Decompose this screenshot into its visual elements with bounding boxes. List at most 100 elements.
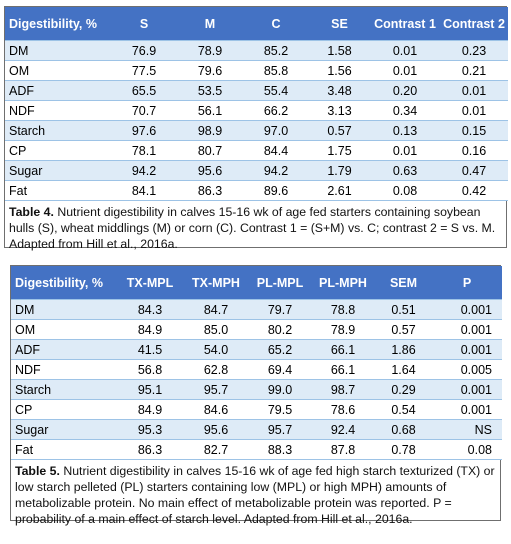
table5-row: DM 84.3 84.7 79.7 78.8 0.51 0.001 (11, 299, 502, 320)
table5-cell: 82.7 (183, 439, 249, 460)
table4-cell: 97.0 (243, 120, 309, 141)
table5-caption-label: Table 5. (15, 464, 60, 478)
table4-cell: 85.8 (243, 60, 309, 81)
table4-caption-label: Table 4. (9, 205, 54, 219)
table5-cell: 78.9 (311, 319, 375, 340)
table5-cell: 69.4 (249, 359, 311, 380)
table4-cell: 0.42 (440, 180, 508, 201)
table4-cell: 0.20 (370, 80, 440, 101)
table4-cell: 0.15 (440, 120, 508, 141)
table5-row-label: Fat (11, 439, 117, 460)
table5-cell: 66.1 (311, 339, 375, 360)
table4-cell: 0.01 (370, 40, 440, 61)
table5-cell: 1.64 (375, 359, 432, 380)
table4-cell: 65.5 (111, 80, 177, 101)
table5-cell: NS (432, 419, 502, 440)
table5-caption-text: Nutrient digestibility in calves 15-16 w… (15, 464, 495, 526)
table4-cell: 3.13 (309, 100, 370, 121)
table5-row-label: CP (11, 399, 117, 420)
table5-cell: 98.7 (311, 379, 375, 400)
table5-cell: 0.68 (375, 419, 432, 440)
table4-cell: 0.01 (370, 60, 440, 81)
table5-cell: 84.7 (183, 299, 249, 320)
table5-cell: 78.6 (311, 399, 375, 420)
table5-cell: 95.6 (183, 419, 249, 440)
table4-row-label: DM (5, 40, 111, 61)
table5-header-cell: PL-MPH (311, 266, 375, 300)
table5-cell: 78.8 (311, 299, 375, 320)
table4-header-row: Digestibility, % S M C SE Contrast 1 Con… (5, 7, 508, 41)
table5-cell: 66.1 (311, 359, 375, 380)
table5-cell: 0.78 (375, 439, 432, 460)
table5-header-cell: P (432, 266, 502, 300)
table5-cell: 80.2 (249, 319, 311, 340)
table5-cell: 99.0 (249, 379, 311, 400)
table4-cell: 0.57 (309, 120, 370, 141)
table4-row-label: CP (5, 140, 111, 161)
table4: Digestibility, % S M C SE Contrast 1 Con… (5, 7, 508, 201)
table4-cell: 0.01 (370, 140, 440, 161)
table5-row: Fat 86.3 82.7 88.3 87.8 0.78 0.08 (11, 439, 502, 460)
table4-row: CP 78.1 80.7 84.4 1.75 0.01 0.16 (5, 140, 508, 161)
table5-row-label: DM (11, 299, 117, 320)
table4-cell: 3.48 (309, 80, 370, 101)
table4-cell: 76.9 (111, 40, 177, 61)
table4-cell: 77.5 (111, 60, 177, 81)
table5-box: Digestibility, % TX-MPL TX-MPH PL-MPL PL… (10, 265, 502, 526)
table4-cell: 84.1 (111, 180, 177, 201)
table4-cell: 79.6 (177, 60, 243, 81)
table4-cell: 0.01 (440, 100, 508, 121)
table5-header-row: Digestibility, % TX-MPL TX-MPH PL-MPL PL… (11, 266, 502, 300)
table4-row: NDF 70.7 56.1 66.2 3.13 0.34 0.01 (5, 100, 508, 121)
table5-cell: 84.6 (183, 399, 249, 420)
table4-row: Starch 97.6 98.9 97.0 0.57 0.13 0.15 (5, 120, 508, 141)
table4-cell: 0.16 (440, 140, 508, 161)
table5-cell: 85.0 (183, 319, 249, 340)
table5-cell: 41.5 (117, 339, 183, 360)
table4-header-cell: Contrast 2 (440, 7, 508, 41)
table4-row: Fat 84.1 86.3 89.6 2.61 0.08 0.42 (5, 180, 508, 201)
table4-cell: 89.6 (243, 180, 309, 201)
table4-header-cell: S (111, 7, 177, 41)
table5-cell: 92.4 (311, 419, 375, 440)
table4-row-label: ADF (5, 80, 111, 101)
table4-row: Sugar 94.2 95.6 94.2 1.79 0.63 0.47 (5, 160, 508, 181)
table4-cell: 0.21 (440, 60, 508, 81)
table5-row-label: ADF (11, 339, 117, 360)
table4-row: DM 76.9 78.9 85.2 1.58 0.01 0.23 (5, 40, 508, 61)
table5-cell: 84.9 (117, 399, 183, 420)
table5-row-label: OM (11, 319, 117, 340)
table4-cell: 0.47 (440, 160, 508, 181)
table5-cell: 0.29 (375, 379, 432, 400)
table5-cell: 56.8 (117, 359, 183, 380)
table4-cell: 70.7 (111, 100, 177, 121)
table4-cell: 78.1 (111, 140, 177, 161)
table5-header-cell: Digestibility, % (11, 266, 117, 300)
table5-cell: 95.7 (249, 419, 311, 440)
table4-cell: 56.1 (177, 100, 243, 121)
table4-cell: 0.63 (370, 160, 440, 181)
table5-row: NDF 56.8 62.8 69.4 66.1 1.64 0.005 (11, 359, 502, 380)
table5-cell: 62.8 (183, 359, 249, 380)
table4-cell: 98.9 (177, 120, 243, 141)
table4-cell: 2.61 (309, 180, 370, 201)
table5-row: ADF 41.5 54.0 65.2 66.1 1.86 0.001 (11, 339, 502, 360)
table5-cell: 95.1 (117, 379, 183, 400)
table4-cell: 84.4 (243, 140, 309, 161)
table5-cell: 0.001 (432, 299, 502, 320)
table4-cell: 1.79 (309, 160, 370, 181)
table5-cell: 1.86 (375, 339, 432, 360)
table5-cell: 0.51 (375, 299, 432, 320)
table5-cell: 0.57 (375, 319, 432, 340)
table5-cell: 54.0 (183, 339, 249, 360)
table4-cell: 85.2 (243, 40, 309, 61)
table4-cell: 80.7 (177, 140, 243, 161)
table4-cell: 94.2 (111, 160, 177, 181)
table5-row-label: NDF (11, 359, 117, 380)
table5-cell: 87.8 (311, 439, 375, 460)
table4-row-label: Starch (5, 120, 111, 141)
table5: Digestibility, % TX-MPL TX-MPH PL-MPL PL… (11, 266, 502, 460)
table4-box: Digestibility, % S M C SE Contrast 1 Con… (4, 6, 508, 251)
table4-row-label: Sugar (5, 160, 111, 181)
table5-cell: 0.08 (432, 439, 502, 460)
